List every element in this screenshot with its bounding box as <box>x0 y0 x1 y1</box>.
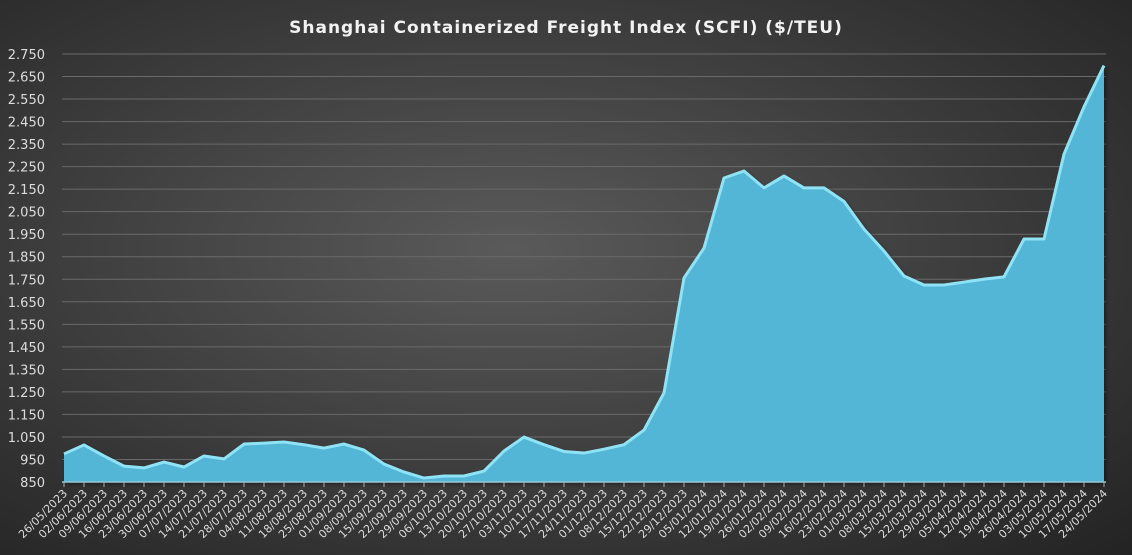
y-tick-label: 1.350 <box>8 363 45 378</box>
y-tick-label: 1.650 <box>8 296 45 311</box>
y-tick-label: 1.950 <box>8 228 45 243</box>
y-tick-label: 2.250 <box>8 161 45 176</box>
y-tick-label: 2.450 <box>8 116 45 131</box>
chart-title: Shanghai Containerized Freight Index (SC… <box>289 18 843 38</box>
y-tick-label: 2.350 <box>8 138 45 153</box>
y-tick-label: 2.550 <box>8 93 45 108</box>
y-tick-label: 1.250 <box>8 386 45 401</box>
y-tick-label: 2.750 <box>8 48 45 63</box>
y-tick-label: 2.050 <box>8 206 45 221</box>
y-tick-label: 850 <box>20 476 45 491</box>
y-tick-label: 1.750 <box>8 273 45 288</box>
area-series <box>64 64 1104 482</box>
y-tick-label: 1.150 <box>8 408 45 423</box>
y-tick-label: 1.850 <box>8 251 45 266</box>
y-tick-label: 2.650 <box>8 71 45 86</box>
y-tick-label: 1.050 <box>8 431 45 446</box>
y-tick-label: 950 <box>20 453 45 468</box>
y-tick-label: 2.150 <box>8 183 45 198</box>
y-tick-label: 1.450 <box>8 341 45 356</box>
area-edge <box>63 64 1106 480</box>
y-tick-label: 1.550 <box>8 318 45 333</box>
